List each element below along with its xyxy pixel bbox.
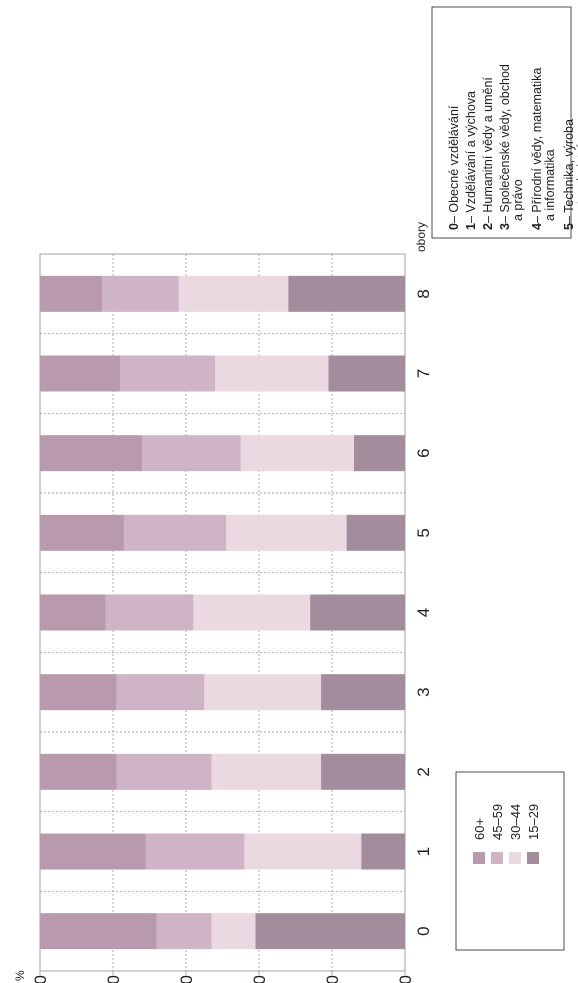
plot-area — [39, 253, 406, 972]
category-legend-description: – Společenské vědy, obchod — [498, 64, 512, 223]
bar-segment — [40, 355, 121, 392]
category-legend-entry: 1– Vzdělávání a výchova — [464, 91, 478, 230]
category-label: 6 — [414, 448, 433, 457]
bar-segment — [40, 594, 106, 631]
category-legend-description: – Humanitní vědy a umění — [481, 77, 495, 223]
bar-segment — [156, 913, 212, 950]
category-legend-box — [431, 6, 572, 239]
bar-segment — [240, 435, 354, 472]
bar-segment — [310, 594, 405, 631]
value-unit-label: % — [13, 970, 27, 981]
legend-label: 15–29 — [526, 804, 541, 840]
legend-label: 45–59 — [490, 804, 505, 840]
bar-segment — [226, 514, 347, 551]
bar-segment — [255, 913, 405, 950]
bar-segment — [116, 753, 212, 790]
category-legend-text: 5– Technika, výroba — [562, 119, 576, 230]
legend-swatch — [491, 852, 503, 864]
category-legend-description: – Vzdělávání a výchova — [464, 91, 478, 223]
category-legend-code: 1 — [464, 223, 478, 230]
bar-segment — [40, 753, 117, 790]
category-label: 8 — [414, 289, 433, 298]
bar-segment — [105, 594, 194, 631]
category-label: 4 — [414, 608, 433, 617]
category-legend-text: 2– Humanitní vědy a umění — [481, 77, 495, 230]
bar-segment — [123, 514, 227, 551]
series-legend: 60+ 45–59 30–44 15–29 — [455, 771, 565, 951]
category-label: 5 — [414, 528, 433, 537]
value-tick-label: 100 — [31, 975, 50, 983]
legend-label: 60+ — [472, 818, 487, 840]
category-label: 2 — [414, 767, 433, 776]
bar-segment — [321, 753, 405, 790]
bar-segment — [321, 674, 405, 711]
category-legend-text-cont: a stavebnictví — [575, 144, 578, 221]
bar-segment — [40, 913, 157, 950]
category-legend-code: 5 — [562, 223, 576, 230]
bar-segment — [346, 514, 405, 551]
bar-segment — [361, 833, 405, 870]
category-legend-text: 1– Vzdělávání a výchova — [464, 91, 478, 230]
value-tick-label: 20 — [323, 975, 342, 983]
category-legend-text: 3– Společenské vědy, obchod — [498, 64, 512, 230]
legend-swatch — [509, 852, 521, 864]
category-legend-code: 2 — [481, 223, 495, 230]
bar-segment — [328, 355, 405, 392]
category-legend-text-cont: a právo — [511, 179, 525, 221]
bar-segment — [40, 275, 103, 312]
category-legend-text-cont: a informatika — [543, 149, 557, 221]
category-label: 7 — [414, 369, 433, 378]
bar-segment — [142, 435, 241, 472]
bar-segment — [40, 674, 117, 711]
legend-box — [455, 771, 565, 951]
bar-segment — [116, 674, 205, 711]
category-legend-entry: 4– Přírodní vědy, matematika a informatik… — [530, 68, 557, 230]
bar-segment — [193, 594, 311, 631]
value-tick-label: 60 — [177, 975, 196, 983]
category-unit-label: obory — [414, 222, 428, 252]
bar-segment — [211, 913, 256, 950]
bar-segment — [40, 514, 124, 551]
category-legend-entry: 2– Humanitní vědy a umění — [481, 77, 495, 230]
category-legend-entry: 5– Technika, výrobaa stavebnictví — [562, 119, 578, 230]
category-legend-entry: 0– Obecné vzdělávání — [447, 105, 461, 230]
legend-swatch — [527, 852, 539, 864]
legend-label: 30–44 — [508, 804, 523, 840]
bar-segment — [215, 355, 329, 392]
bar-segment — [120, 355, 216, 392]
bar-segment — [244, 833, 362, 870]
bar-segment — [211, 753, 322, 790]
bar-segment — [102, 275, 179, 312]
category-legend-text: 4– Přírodní vědy, matematika — [530, 68, 544, 230]
bar-segment — [178, 275, 289, 312]
bar-segment — [204, 674, 322, 711]
category-label: 3 — [414, 687, 433, 696]
axes: 0 20 40 60 80 100% 0 1 2 3 4 5 6 7 8 obory — [13, 222, 433, 983]
category-legend-description: – Přírodní vědy, matematika — [530, 68, 544, 223]
category-legend-entry: 3– Společenské vědy, obchod a právo — [498, 64, 525, 230]
category-legend-text: 0– Obecné vzdělávání — [447, 105, 461, 230]
bar-segment — [288, 275, 405, 312]
bar-segment — [40, 833, 146, 870]
bar-segment — [40, 435, 143, 472]
category-legend-code: 0 — [447, 223, 461, 230]
value-tick-label: 40 — [250, 975, 269, 983]
category-legend-code: 4 — [530, 223, 544, 230]
value-tick-label: 80 — [104, 975, 123, 983]
bar-segment — [353, 435, 405, 472]
category-legend-description: – Obecné vzdělávání — [447, 105, 461, 223]
category-legend-description: – Technika, výroba — [562, 119, 576, 223]
category-legend-code: 3 — [498, 223, 512, 230]
legend-swatch — [473, 852, 485, 864]
bar-segment — [145, 833, 245, 870]
category-label: 1 — [414, 847, 433, 856]
value-tick-label: 0 — [396, 975, 415, 983]
category-label: 0 — [414, 926, 433, 935]
